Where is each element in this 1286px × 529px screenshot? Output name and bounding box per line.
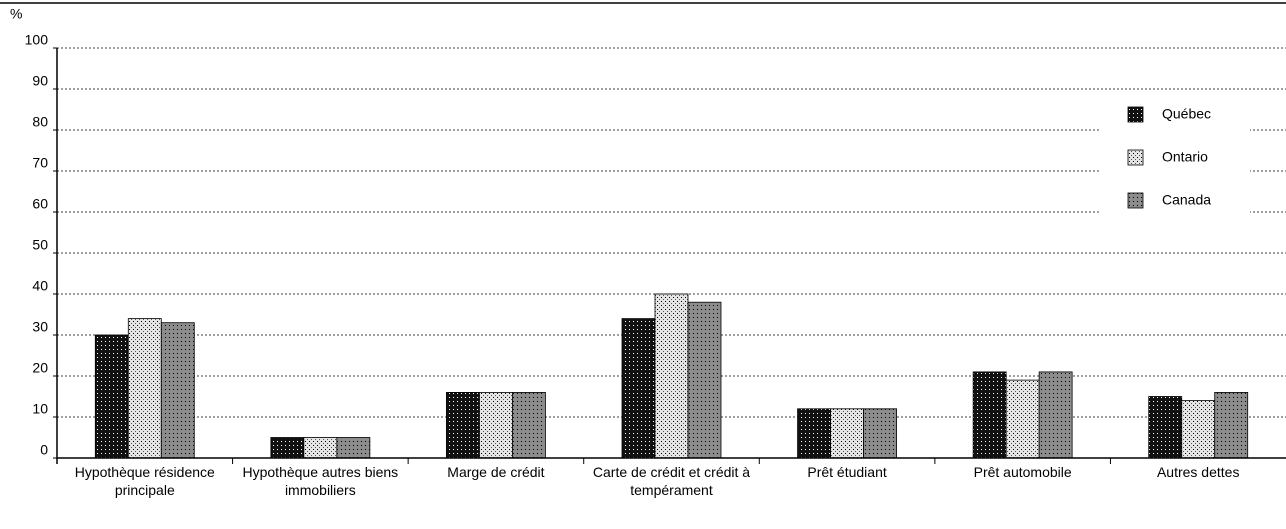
bar [797,408,831,459]
legend-swatch [1127,192,1144,209]
y-tick-label: 0 [40,442,48,458]
y-tick-label: 10 [32,401,48,417]
bar [1005,379,1040,459]
x-tick-label: Marge de crédit [447,464,545,480]
bar [621,318,656,459]
bar [303,437,338,459]
bar [336,437,371,459]
x-tick-label: Prêt automobile [973,464,1072,480]
y-tick-label: 40 [32,278,48,294]
y-tick-label: 20 [32,360,48,376]
bar [654,293,689,459]
legend-swatch [1127,106,1144,123]
bar [1181,400,1216,459]
y-tick-label: 50 [32,237,48,253]
bar [1148,396,1183,459]
legend-label: Ontario [1162,149,1208,165]
x-tick-label: Prêt étudiant [807,464,887,480]
bar [270,437,305,459]
bar [512,391,546,459]
bar [863,408,897,459]
bar [479,391,513,459]
y-tick-label: 90 [32,73,48,89]
bar [972,371,1007,459]
legend-box [1100,95,1250,225]
bar [687,301,722,459]
x-tick-label: Hypothèque autres biens immobiliers [242,464,399,498]
bar [127,318,162,459]
bar [446,391,480,459]
y-tick-label: 60 [32,196,48,212]
legend-swatch [1127,149,1144,166]
bar [830,408,864,459]
bar [1038,371,1073,459]
x-tick-label: Autres dettes [1156,464,1240,480]
legend-label: Canada [1162,192,1211,208]
y-tick-label: 30 [32,319,48,335]
bar [160,322,195,459]
legend-label: Québec [1162,106,1211,122]
x-tick-label: Carte de crédit et crédit à tempérament [592,464,751,498]
x-tick-label: Hypothèque résidence principale [74,464,215,498]
bar [1214,391,1249,459]
bar [94,334,129,459]
y-axis-label: % [10,6,22,22]
y-tick-label: 70 [32,155,48,171]
y-tick-label: 100 [25,32,49,48]
y-tick-label: 80 [32,114,48,130]
